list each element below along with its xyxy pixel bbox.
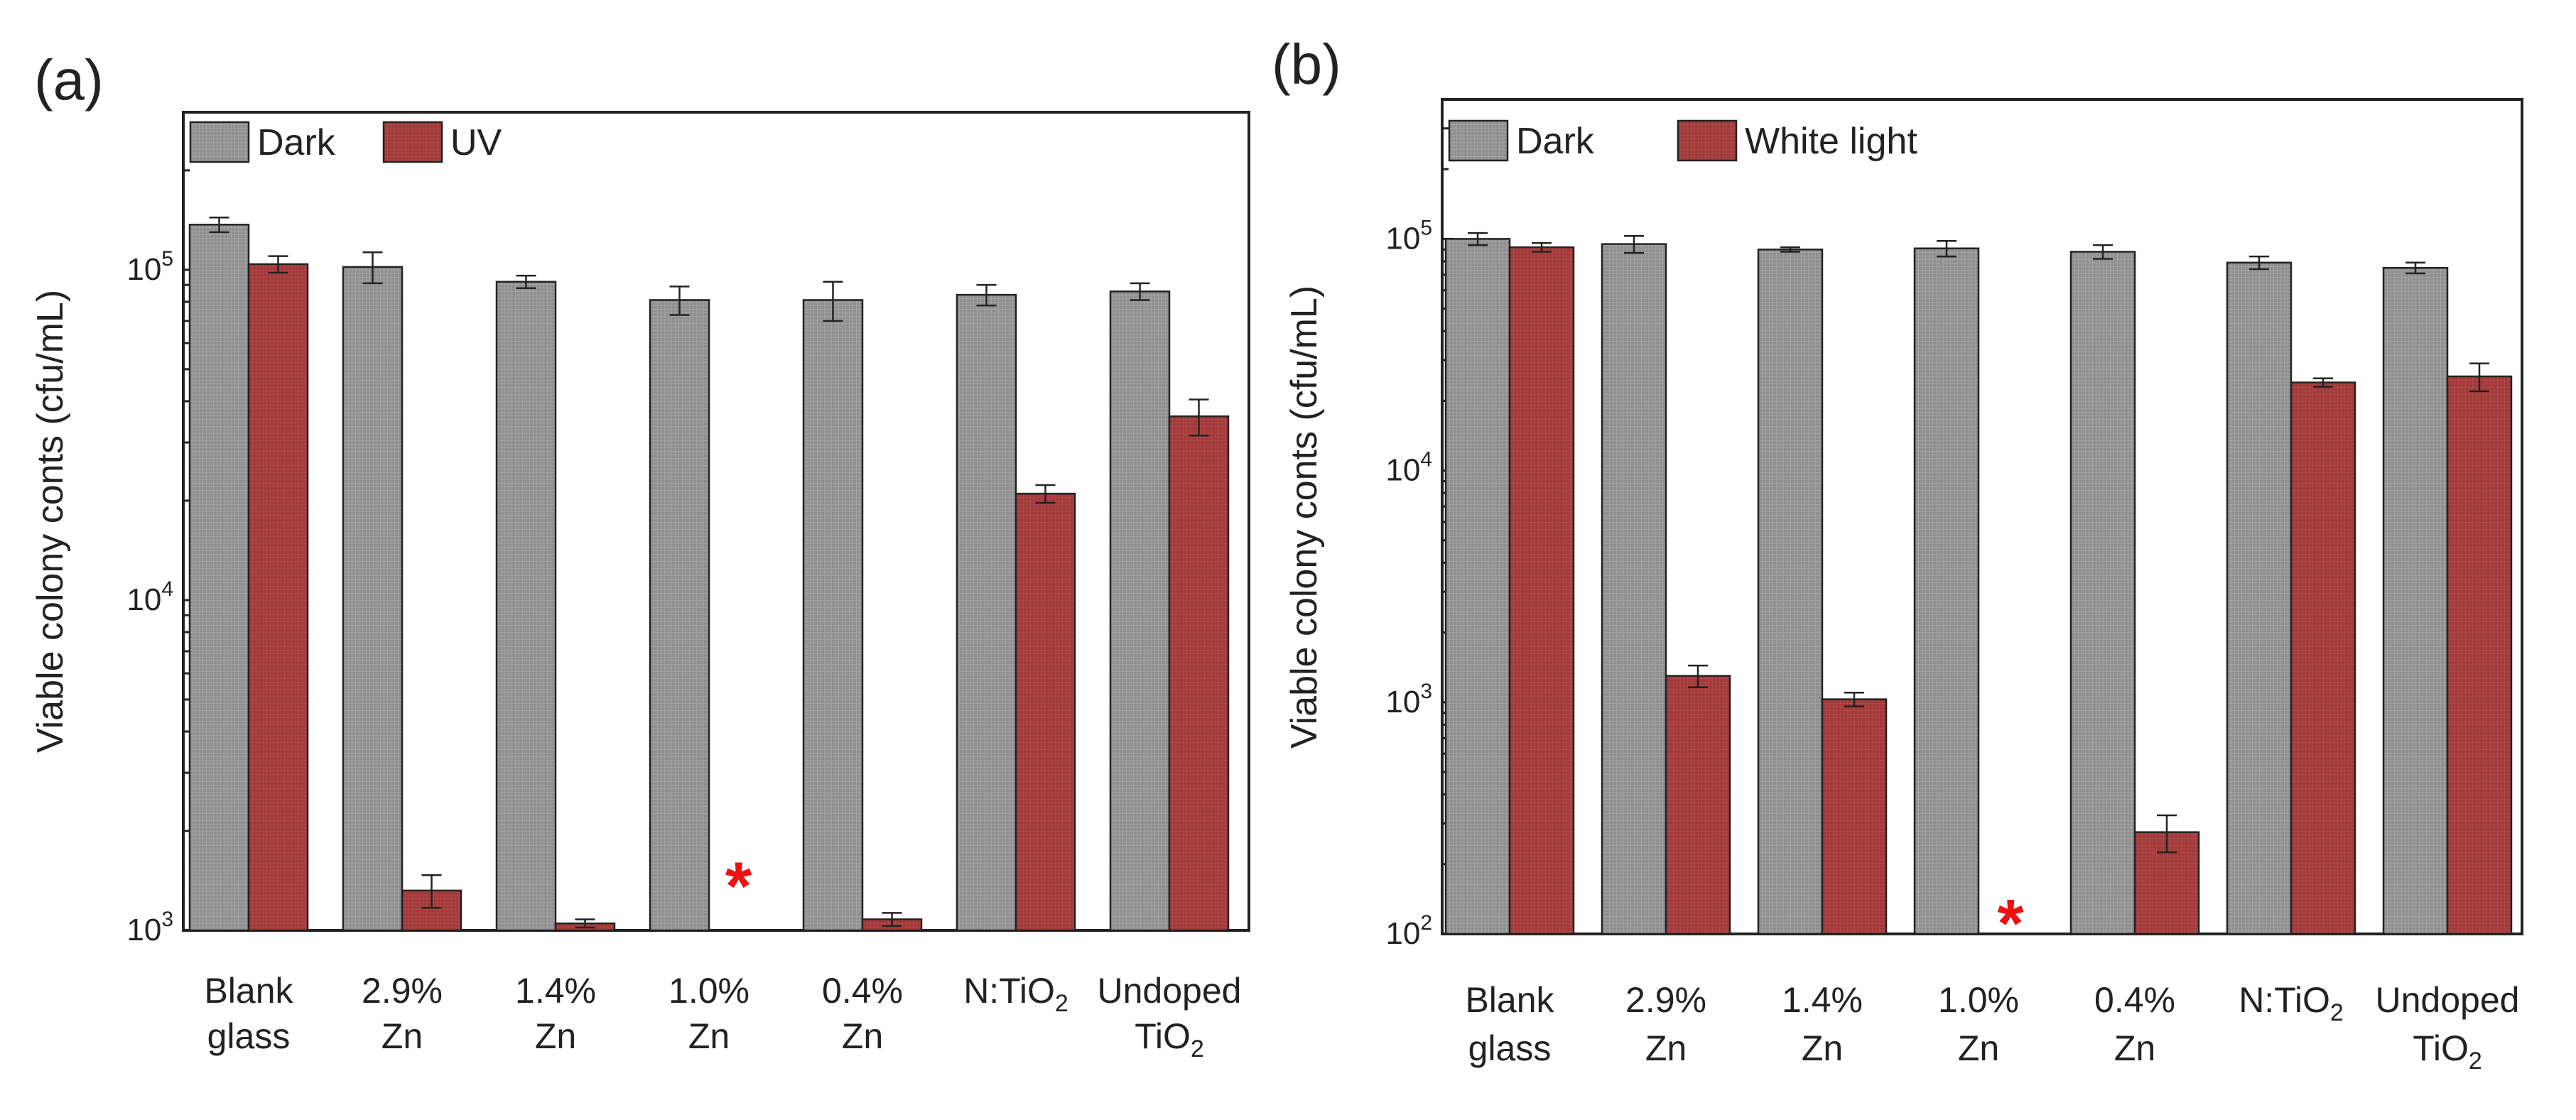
error-bar-dark-4 [823,281,843,322]
panel-a: (a) Viable colony conts (cfu/mL) 103 104 1… [30,48,1250,1062]
panel-a-legend: Dark UV [189,121,502,163]
panel-b-plot-frame [1441,98,2523,935]
error-bar-white-light-5 [2313,377,2333,388]
bar-dark-0 [1444,238,1511,935]
x-category-label: 0.4% Zn [822,971,903,1056]
x-category-label: Undoped TiO2 [1098,971,1242,1062]
y-tick-label: 105 [1385,216,1432,256]
bar-dark-6 [2382,266,2449,935]
bar-dark-5 [2226,261,2293,935]
error-bar-dark-6 [2405,261,2425,275]
error-bar-uv-0 [268,255,288,274]
error-bar-dark-0 [209,216,229,234]
panel-b: (b) Viable colony conts (cfu/mL) 1021031… [1272,33,2523,1075]
x-category-label: 0.4% Zn [2094,980,2175,1068]
panel-a-bars: * [188,216,1230,932]
y-tick-label: 104 [126,577,173,617]
x-category-label: 2.9% Zn [1625,980,1706,1068]
x-category-label: 1.4% Zn [515,971,596,1056]
error-bar-dark-2 [1780,246,1800,253]
bar-uv-5 [1014,492,1076,932]
error-bar-white-light-2 [1844,692,1864,707]
panel-b-bars: * [1444,232,2513,962]
bar-white-light-1 [1665,675,1731,935]
bar-white-light-0 [1508,246,1575,935]
x-category-label: N:TiO2 [2239,980,2344,1026]
x-category-label: 2.9% Zn [362,971,443,1056]
legend-label-white-light: White light [1745,121,1917,162]
legend-label-dark: Dark [257,122,336,163]
legend-swatch-dark [189,121,250,163]
error-bar-dark-1 [1624,234,1644,254]
bar-uv-0 [247,263,309,932]
bar-dark-3 [649,299,710,932]
legend-label-dark: Dark [1516,121,1595,162]
error-bar-dark-3 [669,286,690,316]
panel-b-y-axis-label: Viable colony conts (cfu/mL) [1284,286,1325,749]
y-tick-label: 102 [1385,911,1432,951]
error-bar-dark-3 [1937,240,1957,258]
error-bar-uv-5 [1035,484,1056,504]
panel-b-label: (b) [1272,33,1341,96]
x-category-label: Blank glass [1465,980,1554,1068]
legend-swatch-white-light [1677,119,1738,162]
x-category-label: Blank glass [204,971,293,1056]
no-colony-marker: * [1997,886,2024,962]
panel-b-y-axis: 102 103 104 105 [1385,98,1454,951]
panel-b-x-axis-labels: Blank glass 2.9% Zn 1.4% Zn 1.0% Zn 0.4% Zn N:TiO2… [1465,980,2519,1075]
x-category-label: N:TiO2 [963,971,1068,1017]
bar-dark-0 [188,224,250,932]
panel-a-x-axis-labels: Blank glass 2.9% Zn 1.4% Zn 1.0% Zn 0.4% Zn N:TiO2… [204,971,1241,1062]
x-category-label: Undoped TiO2 [2376,980,2520,1075]
bar-dark-2 [1757,249,1824,935]
error-bar-dark-2 [516,274,536,289]
error-bar-white-light-1 [1688,664,1708,689]
bar-dark-1 [1601,243,1667,935]
panel-b-legend: Dark White light [1448,119,1917,162]
bar-uv-6 [1168,415,1230,932]
bar-dark-1 [342,266,404,932]
bar-dark-4 [2069,251,2136,935]
error-bar-dark-5 [2249,255,2269,271]
legend-swatch-dark [1448,119,1509,162]
error-bar-uv-4 [882,912,902,928]
error-bar-white-light-6 [2469,362,2489,393]
bar-dark-4 [802,299,864,932]
y-tick-label: 104 [1385,448,1432,488]
x-category-label: 1.4% Zn [1782,980,1863,1068]
legend-label-uv: UV [450,122,502,163]
bar-dark-3 [1913,247,1980,935]
y-tick-label: 105 [126,247,173,287]
bar-dark-5 [956,293,1017,932]
error-bar-dark-1 [362,251,383,285]
y-tick-label: 103 [126,908,173,947]
error-bar-dark-5 [976,283,997,307]
error-bar-dark-0 [1468,232,1488,246]
panel-a-plot-frame [182,111,1250,932]
x-category-label: 1.0% Zn [669,971,749,1056]
error-bar-uv-1 [421,874,442,909]
bar-dark-6 [1109,290,1171,932]
error-bar-dark-4 [2093,244,2113,260]
x-category-label: 1.0% Zn [1938,980,2019,1068]
bar-white-light-5 [2290,381,2356,935]
bar-white-light-2 [1821,698,1888,935]
bar-dark-2 [495,281,557,932]
error-bar-uv-2 [575,918,595,929]
error-bar-uv-6 [1189,398,1209,437]
error-bar-white-light-0 [1532,241,1552,253]
legend-swatch-uv [382,121,443,163]
y-tick-label: 103 [1385,680,1432,719]
panel-a-y-axis-label: Viable colony conts (cfu/mL) [30,290,71,753]
no-colony-marker: * [725,848,752,924]
bar-white-light-6 [2446,375,2513,935]
error-bar-dark-6 [1130,282,1150,301]
panel-a-label: (a) [34,48,104,112]
error-bar-white-light-4 [2157,814,2177,854]
